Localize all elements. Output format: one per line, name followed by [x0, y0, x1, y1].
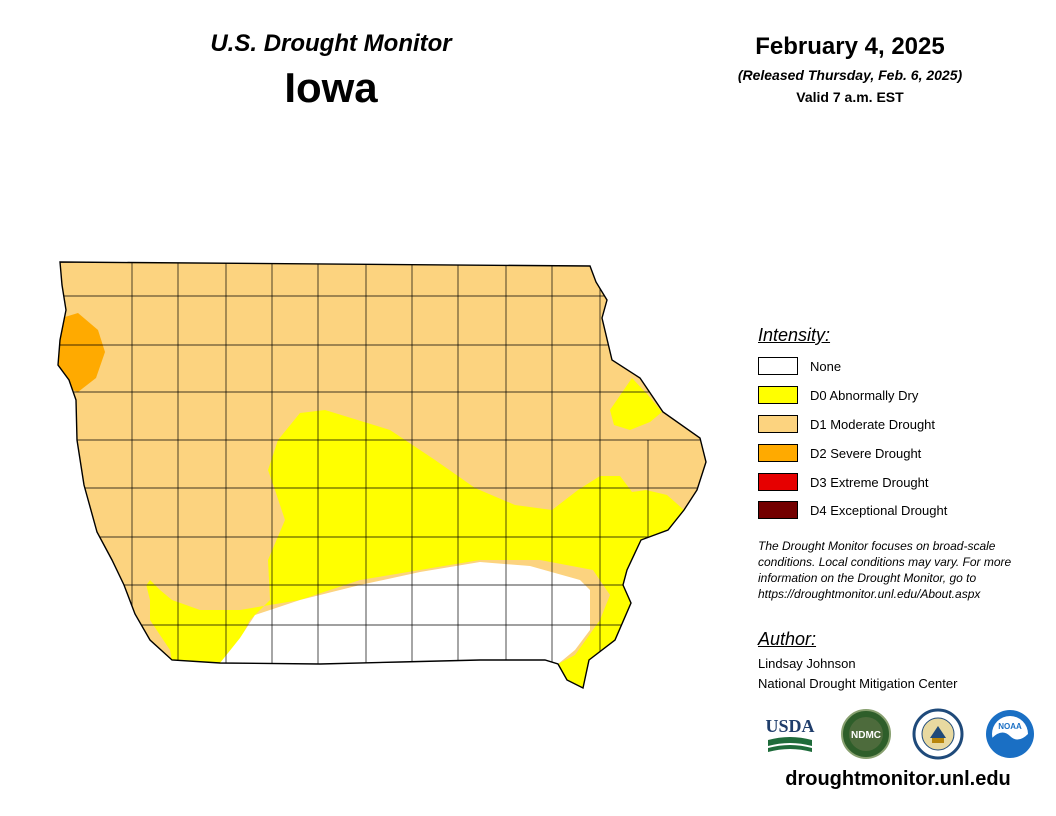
- legend-title: Intensity:: [758, 325, 831, 345]
- legend-swatch: [758, 357, 798, 375]
- iowa-drought-map: [57, 261, 707, 689]
- legend-swatch: [758, 444, 798, 462]
- author-title: Author:: [758, 629, 817, 649]
- usda-logo-text: USDA: [765, 716, 814, 736]
- state-name: Iowa: [284, 64, 378, 111]
- valid-date: February 4, 2025: [755, 33, 945, 60]
- county-boundaries: [58, 262, 706, 688]
- d1-southwest-area: [124, 580, 172, 660]
- legend-label: None: [810, 358, 842, 374]
- legend-item-d0: D0 Abnormally Dry: [758, 384, 918, 406]
- commerce-seal-logo: [912, 708, 964, 760]
- valid-time: Valid 7 a.m. EST: [796, 89, 904, 105]
- ndmc-logo: NDMC: [841, 709, 891, 759]
- author-organization: National Drought Mitigation Center: [758, 676, 958, 691]
- legend-item-none: None: [758, 355, 841, 377]
- website-url: droughtmonitor.unl.edu: [785, 768, 1011, 790]
- legend-label: D3 Extreme Drought: [810, 474, 929, 490]
- legend-item-d1: D1 Moderate Drought: [758, 413, 935, 435]
- d0-abnormally-dry-area: [143, 410, 684, 688]
- no-drought-area: [220, 562, 590, 664]
- noaa-logo-text: NOAA: [998, 722, 1022, 731]
- legend-label: D2 Severe Drought: [810, 445, 922, 461]
- usda-logo: USDA: [765, 716, 815, 752]
- noaa-logo: NOAA: [986, 710, 1034, 758]
- legend-label: D1 Moderate Drought: [810, 416, 936, 432]
- disclaimer-note: The Drought Monitor focuses on broad-sca…: [758, 539, 1012, 601]
- legend-swatch: [758, 501, 798, 519]
- legend-swatch: [758, 473, 798, 491]
- author-name: Lindsay Johnson: [758, 656, 856, 671]
- map-header-title: U.S. Drought Monitor: [210, 30, 452, 57]
- legend-swatch: [758, 386, 798, 404]
- legend-item-d4: D4 Exceptional Drought: [758, 499, 947, 521]
- legend-item-d3: D3 Extreme Drought: [758, 471, 929, 493]
- legend-item-d2: D2 Severe Drought: [758, 442, 921, 464]
- legend-label: D0 Abnormally Dry: [810, 387, 919, 403]
- release-date: (Released Thursday, Feb. 6, 2025): [737, 67, 963, 83]
- legend-swatch: [758, 415, 798, 433]
- d0-northeast-area: [610, 378, 662, 430]
- ndmc-logo-text: NDMC: [851, 730, 881, 741]
- legend-label: D4 Exceptional Drought: [810, 502, 948, 518]
- d2-severe-drought-area: [58, 313, 105, 392]
